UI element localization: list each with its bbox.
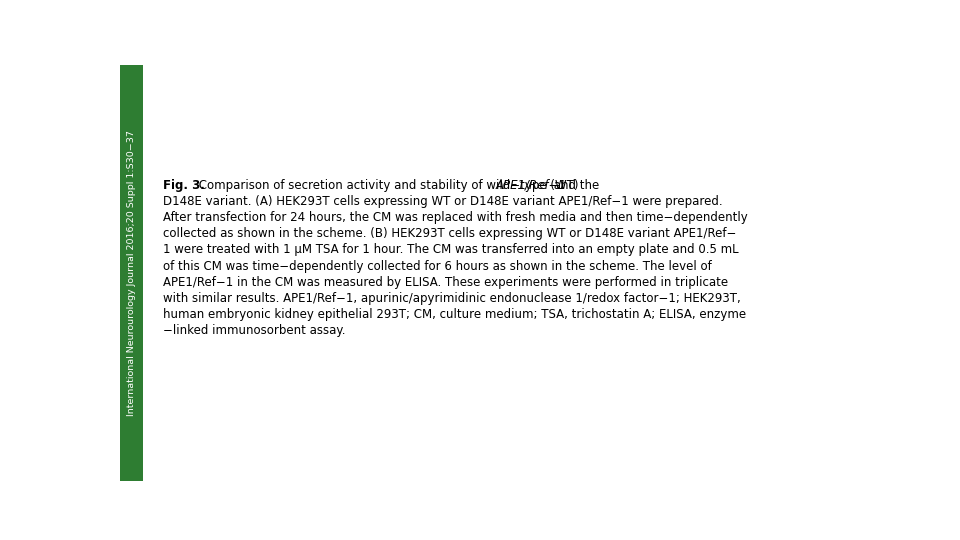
Text: APE1/Ref−1: APE1/Ref−1 [495,179,566,192]
Text: collected as shown in the scheme. (B) HEK293T cells expressing WT or D148E varia: collected as shown in the scheme. (B) HE… [162,227,736,240]
Text: 1 were treated with 1 μM TSA for 1 hour. The CM was transferred into an empty pl: 1 were treated with 1 μM TSA for 1 hour.… [162,244,738,256]
Bar [120,65,143,481]
Text: −linked immunosorbent assay.: −linked immunosorbent assay. [162,325,346,338]
Text: and the: and the [550,179,599,192]
Text: APE1/Ref−1 in the CM was measured by ELISA. These experiments were performed in : APE1/Ref−1 in the CM was measured by ELI… [162,276,728,289]
Text: Fig. 3.: Fig. 3. [162,179,204,192]
Text: of this CM was time−dependently collected for 6 hours as shown in the scheme. Th: of this CM was time−dependently collecte… [162,260,711,273]
Text: human embryonic kidney epithelial 293T; CM, culture medium; TSA, trichostatin A;: human embryonic kidney epithelial 293T; … [162,308,746,321]
Text: with similar results. APE1/Ref−1, apurinic/apyrimidinic endonuclease 1/redox fac: with similar results. APE1/Ref−1, apurin… [162,292,740,305]
Text: International Neurourology Journal 2016;20 Suppl 1:S30−37: International Neurourology Journal 2016;… [127,130,136,416]
Text: Comparison of secretion activity and stability of wild−type (WT): Comparison of secretion activity and sta… [195,179,583,192]
Text: D148E variant. (A) HEK293T cells expressing WT or D148E variant APE1/Ref−1 were : D148E variant. (A) HEK293T cells express… [162,195,722,208]
Text: After transfection for 24 hours, the CM was replaced with fresh media and then t: After transfection for 24 hours, the CM … [162,211,748,224]
